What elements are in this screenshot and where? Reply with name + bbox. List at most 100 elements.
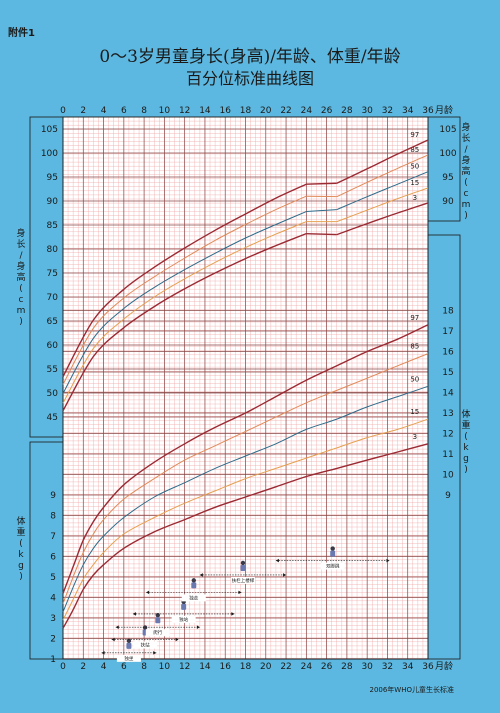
weight-tick-label-left: 3: [50, 614, 56, 624]
x-tick-label-bottom: 20: [260, 662, 272, 672]
length-axis-title-right: 身: [461, 121, 470, 133]
milestone-arrow-left: [101, 651, 105, 655]
weight-tick-label-left: 9: [50, 491, 56, 501]
weight-tick-label-left: 4: [50, 594, 56, 604]
weight-curve-p50: [62, 385, 429, 613]
length-axis-title-left: (: [19, 284, 23, 294]
x-tick-label-top: 18: [240, 106, 252, 116]
x-tick-label-bottom: 2: [80, 662, 86, 672]
length-curve-step-p50: [306, 209, 337, 213]
length-axis-title-right: /: [464, 145, 468, 155]
x-tick-label-bottom: 22: [280, 662, 291, 672]
milestone-figure-head: [142, 625, 148, 630]
weight-axis-title-left: k: [18, 550, 24, 560]
weight-curve-p3: [62, 443, 429, 629]
weight-axis-title-left: 体: [16, 515, 25, 527]
annex-label: 附件1: [8, 28, 35, 39]
x-tick-label-top: 20: [260, 106, 272, 116]
length-tick-label-left: 90: [47, 197, 59, 207]
left-length-strip: [29, 116, 64, 438]
length-tick-label-left: 65: [47, 317, 58, 327]
length-curve-p15: [62, 221, 307, 404]
weight-axis-title-right: k: [463, 443, 469, 453]
length-tick-label-right: 95: [442, 173, 453, 183]
length-curve-p3-height: [336, 202, 429, 236]
length-axis-title-right: 高: [461, 165, 470, 177]
milestone-label-bg: [320, 562, 345, 570]
weight-axis-title-right: 体: [461, 408, 470, 420]
x-tick-label-top: 16: [219, 106, 231, 116]
milestone-label-bg: [230, 576, 255, 584]
length-curve-p97-height: [336, 139, 429, 184]
length-tick-label-left: 70: [47, 293, 59, 303]
x-tick-label-top: 36: [422, 106, 434, 116]
x-tick-label-bottom: 14: [199, 662, 211, 672]
milestone-label: 独坐: [124, 655, 133, 662]
x-tick-label-top: 22: [280, 106, 291, 116]
milestone-figure-body: [240, 564, 246, 571]
milestone-arrow-left: [146, 590, 150, 595]
length-axis-title-left: 身: [16, 227, 25, 239]
weight-tick-label-right: 16: [442, 348, 454, 358]
weight-axis-title-right: (: [464, 432, 468, 442]
length-tick-label-left: 95: [47, 173, 58, 183]
length-curve-p85: [62, 195, 307, 385]
x-tick-label-bottom: 24: [301, 662, 313, 672]
length-axis-title-left: m: [17, 306, 26, 316]
length-tick-label-left: 55: [47, 365, 58, 375]
milestone-label-bg: [116, 654, 141, 662]
weight-axis-title-left: g: [18, 561, 24, 571]
weight-percentile-label-p3: 3: [413, 433, 417, 441]
milestone-label: 扶栏上楼梯: [232, 577, 255, 584]
milestone-arrow-right: [386, 558, 390, 563]
milestone-label-bg: [171, 615, 196, 623]
left-weight-strip: [29, 441, 64, 660]
weight-tick-label-right: 13: [442, 409, 453, 419]
x-tick-label-top: 4: [101, 106, 107, 116]
weight-axis-title-right: ): [464, 465, 468, 475]
x-axis-unit-top: 月龄: [435, 104, 453, 116]
weight-tick-label-left: 2: [50, 635, 56, 645]
x-tick-label-bottom: 36: [422, 662, 434, 672]
x-tick-label-top: 26: [321, 106, 333, 116]
length-tick-label-left: 45: [47, 413, 58, 423]
weight-axis-title-right: g: [463, 454, 469, 464]
x-tick-label-top: 6: [121, 106, 127, 116]
weight-axis-title-right: 重: [461, 419, 470, 431]
milestone-figure-head: [126, 638, 132, 644]
weight-percentile-label-p97: 97: [410, 314, 419, 322]
chart-title: 0～3岁男童身长(身高)/年龄、体重/年龄: [99, 47, 401, 67]
milestone-arrow-left: [111, 637, 115, 642]
milestone-figure-body: [126, 642, 132, 649]
length-tick-label-left: 60: [47, 341, 59, 351]
weight-curve-p97: [62, 324, 429, 594]
x-tick-label-bottom: 12: [179, 662, 190, 672]
chart-subtitle: 百分位标准曲线图: [185, 69, 314, 88]
weight-tick-label-right: 11: [442, 450, 453, 460]
weight-tick-label-right: 9: [445, 491, 451, 501]
weight-percentile-label-p15: 15: [410, 408, 419, 416]
source-note: 2006年WHO儿童生长标准: [369, 686, 454, 694]
milestone-label: 双脚跳: [326, 563, 340, 570]
length-curve-step-p3: [306, 232, 337, 236]
milestone-figure-head: [330, 546, 335, 551]
weight-tick-label-left: 5: [50, 573, 56, 583]
milestone-label-bg: [133, 641, 158, 649]
length-axis-title-left: c: [19, 295, 24, 305]
length-percentile-label-p97: 97: [410, 131, 419, 139]
x-tick-label-top: 34: [402, 106, 414, 116]
milestone-label: 爬行: [153, 629, 162, 636]
milestone-arrow-left: [275, 558, 279, 563]
length-tick-label-left: 85: [47, 221, 58, 231]
milestone-label: 独走: [189, 594, 198, 601]
x-tick-label-bottom: 6: [121, 662, 127, 672]
weight-tick-label-left: 1: [50, 655, 56, 665]
weight-tick-label-right: 17: [442, 327, 453, 337]
x-tick-label-top: 32: [382, 106, 393, 116]
length-axis-title-left: ): [19, 317, 23, 327]
x-tick-label-bottom: 4: [101, 662, 107, 672]
milestone-arrow-right: [196, 625, 200, 630]
milestone-figure-head: [155, 613, 160, 618]
x-tick-label-top: 28: [341, 106, 353, 116]
weight-tick-label-right: 12: [442, 430, 453, 440]
